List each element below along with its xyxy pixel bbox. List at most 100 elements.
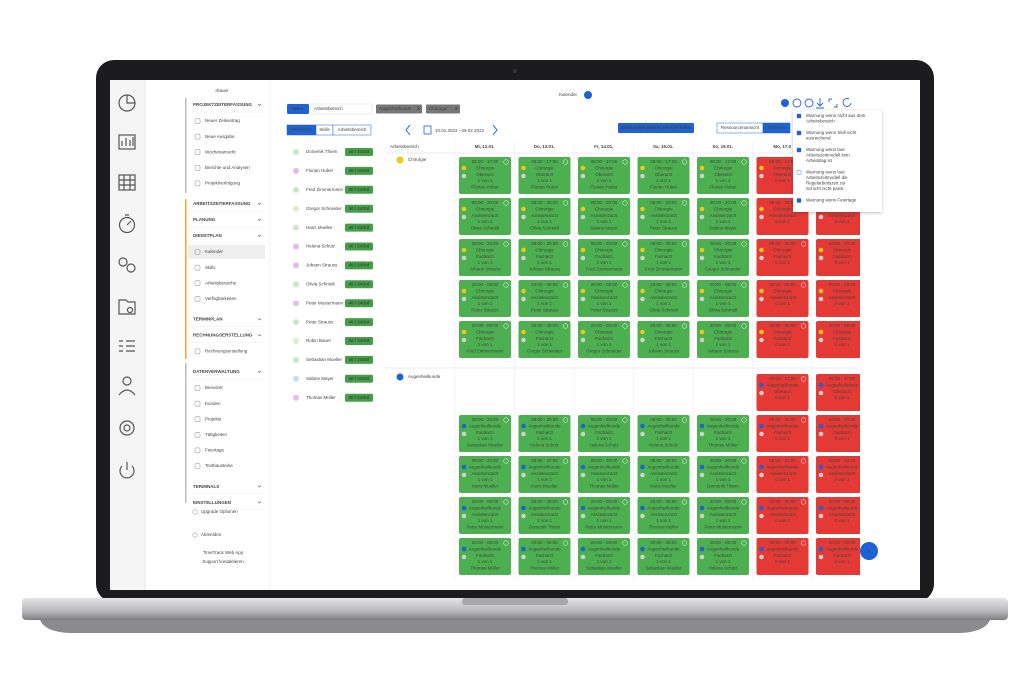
section-title[interactable]: PROJEKTZEITERFASSUNG: [193, 102, 253, 107]
section-title[interactable]: DIENSTPLAN: [193, 233, 222, 238]
filled-shift[interactable]: [459, 415, 511, 452]
open-shift[interactable]: [756, 239, 809, 276]
filled-shift[interactable]: [697, 280, 749, 317]
open-shift[interactable]: [756, 538, 809, 575]
filled-shift[interactable]: [578, 280, 630, 317]
filled-shift[interactable]: [518, 497, 571, 534]
filled-shift[interactable]: [637, 157, 690, 194]
filled-shift[interactable]: [518, 239, 571, 276]
menu-item[interactable]: Berichte und Analysen: [205, 165, 250, 170]
toolbar-icon[interactable]: [792, 98, 802, 108]
menu-item[interactable]: Projektverfolgung: [205, 181, 241, 186]
tab[interactable]: [332, 124, 372, 136]
notify-button[interactable]: [618, 123, 694, 133]
open-shift[interactable]: [756, 280, 809, 317]
filled-shift[interactable]: [637, 198, 690, 235]
employee-name[interactable]: Gregor Schneider: [306, 206, 342, 211]
menu-item[interactable]: Neuer Zeiteintrag: [205, 118, 240, 123]
menu-item[interactable]: Rechnungserstellung: [205, 349, 248, 354]
open-shift[interactable]: [816, 415, 868, 452]
filled-shift[interactable]: [578, 321, 630, 358]
filled-shift[interactable]: [697, 497, 749, 534]
employee-name[interactable]: Peter Mustermann: [306, 300, 344, 305]
section-title[interactable]: RECHNUNGSERSTELLUNG: [193, 333, 253, 338]
section-title[interactable]: ARBEITSZEITERFASSUNG: [193, 201, 251, 206]
filled-shift[interactable]: [578, 497, 630, 534]
toolbar-icon[interactable]: [828, 98, 838, 108]
filled-shift[interactable]: [697, 415, 749, 452]
help-button[interactable]: [860, 542, 878, 560]
employee-name[interactable]: Peter Strauss: [306, 319, 334, 324]
filled-shift[interactable]: [637, 497, 690, 534]
filled-shift[interactable]: [459, 497, 511, 534]
menu-item[interactable]: Projekte: [205, 416, 222, 421]
filled-shift[interactable]: [697, 538, 749, 575]
menu-item[interactable]: Feiertage: [205, 448, 225, 453]
filter-remove[interactable]: X: [417, 106, 420, 111]
location-button[interactable]: [287, 104, 309, 114]
section-title[interactable]: DATENVERWALTUNG: [193, 369, 240, 374]
open-shift[interactable]: [816, 239, 868, 276]
filled-shift[interactable]: [518, 280, 571, 317]
filter-chip[interactable]: [376, 104, 422, 114]
prev-arrow[interactable]: [405, 124, 411, 136]
menu-item[interactable]: Kalender: [205, 249, 224, 254]
filled-shift[interactable]: [459, 239, 511, 276]
section-title[interactable]: TERMINPLAN: [193, 317, 223, 322]
employee-name[interactable]: Hans Mueller: [306, 225, 333, 230]
filled-shift[interactable]: [459, 157, 511, 194]
filled-shift[interactable]: [637, 538, 690, 575]
open-shift[interactable]: [816, 497, 868, 534]
menu-item[interactable]: Benutzer: [205, 385, 224, 390]
toolbar-icon[interactable]: [816, 98, 824, 109]
open-shift[interactable]: [816, 374, 868, 411]
employee-name[interactable]: Johann Strauss: [306, 263, 338, 268]
filled-shift[interactable]: [697, 456, 749, 493]
filled-shift[interactable]: [518, 456, 571, 493]
menu-item[interactable]: Tätigkeiten: [205, 432, 228, 437]
employee-name[interactable]: Robin Bauer: [306, 338, 332, 343]
filled-shift[interactable]: [697, 239, 749, 276]
footer-link[interactable]: Abmelden: [201, 532, 222, 537]
filled-shift[interactable]: [578, 538, 630, 575]
filled-shift[interactable]: [518, 415, 571, 452]
open-shift[interactable]: [756, 321, 809, 358]
employee-name[interactable]: Sebastian Mueller: [306, 357, 343, 362]
filled-shift[interactable]: [578, 198, 630, 235]
employee-name[interactable]: Florian Huber: [306, 168, 334, 173]
open-shift[interactable]: [756, 415, 809, 452]
filled-shift[interactable]: [459, 198, 511, 235]
filter-remove[interactable]: X: [455, 106, 458, 111]
menu-item[interactable]: Arbeitsbereiche: [205, 280, 237, 285]
filled-shift[interactable]: [518, 157, 571, 194]
filled-shift[interactable]: [459, 538, 511, 575]
employee-name[interactable]: Helena Schulz: [306, 244, 336, 249]
section-title[interactable]: TERMINALS: [193, 484, 219, 489]
menu-item[interactable]: Skills: [205, 265, 216, 270]
filled-shift[interactable]: [578, 239, 630, 276]
filled-shift[interactable]: [697, 198, 749, 235]
warning-checkbox[interactable]: [796, 113, 802, 119]
open-shift[interactable]: [816, 456, 868, 493]
menu-item[interactable]: Wochenansicht: [205, 149, 236, 154]
section-title[interactable]: EINSTELLUNGEN: [193, 500, 231, 505]
filled-shift[interactable]: [637, 280, 690, 317]
warning-checkbox[interactable]: [796, 198, 802, 203]
menu-item[interactable]: Neue Ausgabe: [205, 134, 235, 139]
footer-link[interactable]: Upgrade Optionen: [201, 509, 238, 514]
filled-shift[interactable]: [637, 239, 690, 276]
menu-item[interactable]: Kunden: [205, 401, 221, 406]
filled-shift[interactable]: [578, 456, 630, 493]
filled-shift[interactable]: [459, 321, 511, 358]
menu-item[interactable]: Verfügbarkeiten: [205, 296, 237, 301]
open-shift[interactable]: [756, 456, 809, 493]
filled-shift[interactable]: [697, 157, 749, 194]
filled-shift[interactable]: [637, 321, 690, 358]
support-link[interactable]: Support kontaktieren: [202, 559, 244, 564]
filled-shift[interactable]: [518, 321, 571, 358]
toolbar-icon[interactable]: [804, 98, 814, 108]
warning-checkbox[interactable]: [796, 147, 802, 153]
employee-name[interactable]: Thomas Müller: [306, 395, 336, 400]
filled-shift[interactable]: [637, 415, 690, 452]
filter-chip[interactable]: [426, 104, 460, 114]
